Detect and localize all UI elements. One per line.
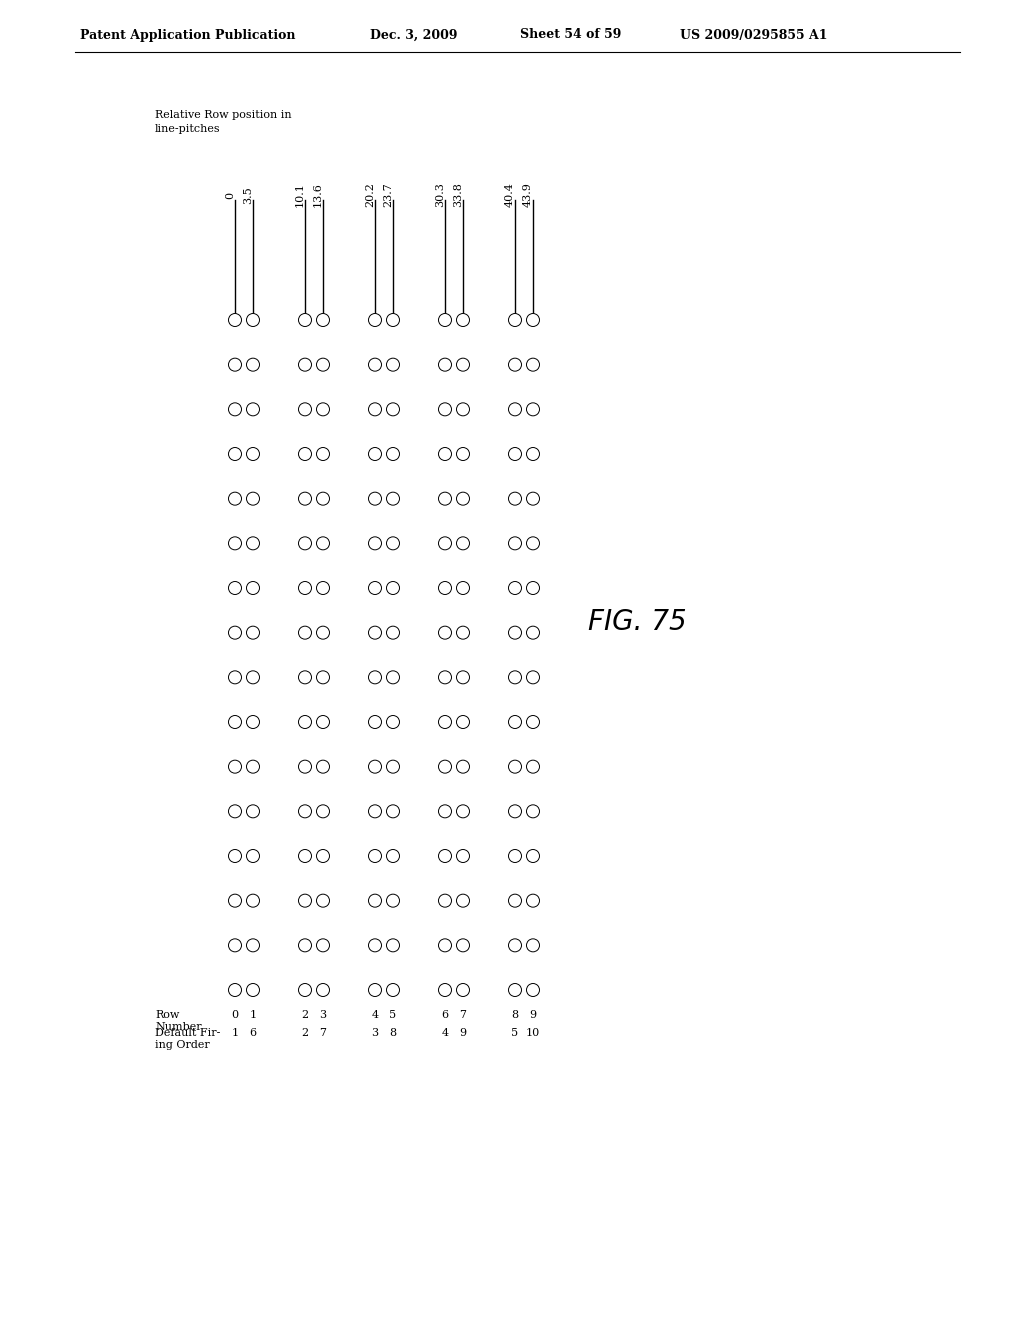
- Text: Row
Number: Row Number: [155, 1010, 202, 1032]
- Text: 3.5: 3.5: [243, 186, 253, 203]
- Text: 4: 4: [372, 1010, 379, 1020]
- Text: Patent Application Publication: Patent Application Publication: [80, 29, 296, 41]
- Text: 6: 6: [250, 1028, 257, 1038]
- Text: 20.2: 20.2: [365, 182, 375, 207]
- Text: FIG. 75: FIG. 75: [588, 607, 687, 635]
- Text: 2: 2: [301, 1010, 308, 1020]
- Text: 3: 3: [319, 1010, 327, 1020]
- Text: 13.6: 13.6: [313, 182, 323, 207]
- Text: 8: 8: [389, 1028, 396, 1038]
- Text: 9: 9: [460, 1028, 467, 1038]
- Text: 0: 0: [231, 1010, 239, 1020]
- Text: 7: 7: [460, 1010, 467, 1020]
- Text: 23.7: 23.7: [383, 182, 393, 207]
- Text: Sheet 54 of 59: Sheet 54 of 59: [520, 29, 622, 41]
- Text: 10.1: 10.1: [295, 182, 305, 207]
- Text: US 2009/0295855 A1: US 2009/0295855 A1: [680, 29, 827, 41]
- Text: 5: 5: [511, 1028, 518, 1038]
- Text: line-pitches: line-pitches: [155, 124, 220, 135]
- Text: 4: 4: [441, 1028, 449, 1038]
- Text: 7: 7: [319, 1028, 327, 1038]
- Text: Relative Row position in: Relative Row position in: [155, 110, 292, 120]
- Text: 0: 0: [225, 191, 234, 198]
- Text: 10: 10: [526, 1028, 540, 1038]
- Text: 8: 8: [511, 1010, 518, 1020]
- Text: 43.9: 43.9: [523, 182, 534, 207]
- Text: 40.4: 40.4: [505, 182, 515, 207]
- Text: 2: 2: [301, 1028, 308, 1038]
- Text: Dec. 3, 2009: Dec. 3, 2009: [370, 29, 458, 41]
- Text: 5: 5: [389, 1010, 396, 1020]
- Text: 6: 6: [441, 1010, 449, 1020]
- Text: 1: 1: [231, 1028, 239, 1038]
- Text: 3: 3: [372, 1028, 379, 1038]
- Text: 33.8: 33.8: [453, 182, 463, 207]
- Text: 30.3: 30.3: [435, 182, 445, 207]
- Text: Default Fir-
ing Order: Default Fir- ing Order: [155, 1028, 220, 1049]
- Text: 1: 1: [250, 1010, 257, 1020]
- Text: 9: 9: [529, 1010, 537, 1020]
